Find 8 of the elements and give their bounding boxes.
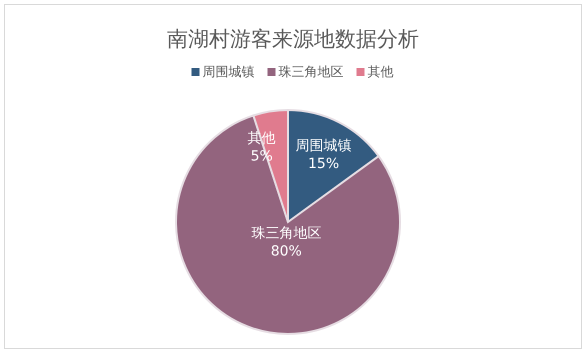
legend-label: 其他 bbox=[368, 65, 394, 80]
data-label: 15% bbox=[308, 156, 340, 172]
slice-label: 周围城镇 bbox=[296, 138, 352, 154]
legend-label: 周围城镇 bbox=[202, 65, 254, 80]
legend-label: 珠三角地区 bbox=[278, 65, 344, 80]
data-label: 80% bbox=[270, 243, 302, 260]
slice-label: 珠三角地区 bbox=[251, 225, 322, 242]
chart-title: 南湖村游客来源地数据分析 bbox=[167, 27, 419, 51]
